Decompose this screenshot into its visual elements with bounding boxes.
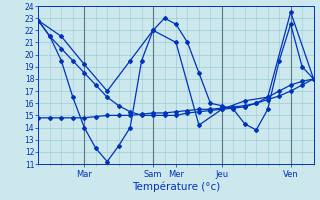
X-axis label: Température (°c): Température (°c) — [132, 181, 220, 192]
